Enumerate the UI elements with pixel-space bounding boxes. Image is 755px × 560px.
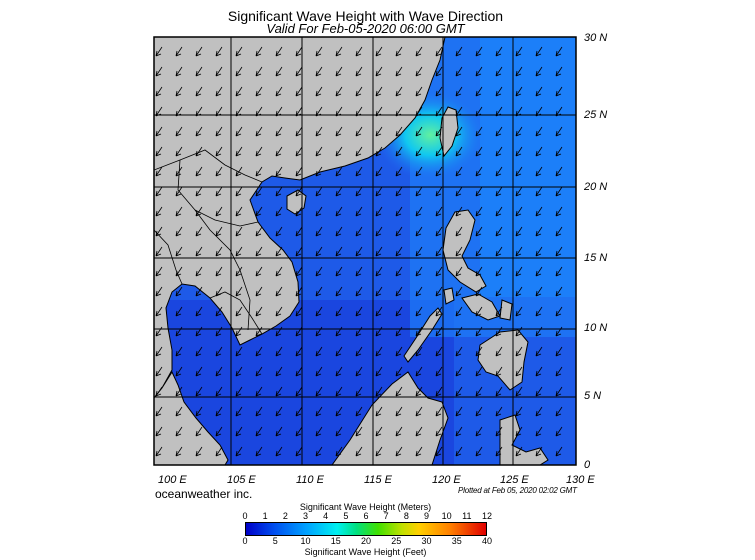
feet-tick-label: 15 [330,536,341,546]
lat-label: 30 N [584,32,608,44]
meters-tick-label: 0 [242,511,248,521]
lat-label: 10 N [584,322,608,334]
meters-tick-label: 4 [323,511,329,521]
valid-time: Valid For Feb-05-2020 06:00 GMT [266,21,465,36]
meters-tick-label: 5 [343,511,349,521]
feet-tick-label: 10 [300,536,311,546]
feet-tick-label: 5 [272,536,278,546]
meters-tick-label: 9 [423,511,430,521]
lon-label: 125 E [500,474,529,486]
map-title: Significant Wave Height with Wave Direct… [227,8,504,24]
lon-label: 115 E [364,474,392,486]
lat-label: 25 N [584,109,608,121]
palawan-island [403,307,443,363]
graticule [154,37,576,465]
feet-tick-label: 20 [360,536,372,546]
lat-label: 5 N [584,390,602,402]
lat-label: 0 [584,459,591,471]
lon-label: 110 E [296,474,324,486]
lon-label: 100 E [158,474,187,486]
lat-label: 15 N [584,252,608,264]
meters-tick-label: 6 [363,511,369,521]
feet-tick-label: 25 [391,536,402,546]
meters-tick-label: 10 [441,511,452,521]
feet-tick-label: 40 [481,536,493,546]
feet-tick-label: 30 [421,536,432,546]
colorbar-title-feet: Significant Wave Height (Feet) [304,547,427,557]
borneo-island [331,371,449,465]
feet-tick-label: 0 [242,536,248,546]
plotted-timestamp: Plotted at Feb 05, 2020 02:02 GMT [458,486,577,495]
colorbar [245,522,487,536]
lon-label: 105 E [227,474,256,486]
credit-text: oceanweather inc. [155,487,253,501]
lon-label: 130 E [566,474,595,486]
meters-tick-label: 2 [282,511,288,521]
meters-tick-label: 1 [262,511,268,521]
map-frame [153,36,577,466]
wave-direction-arrows [155,46,563,457]
meters-tick-label: 11 [462,511,472,521]
colorbar-title-meters: Significant Wave Height (Meters) [299,502,432,512]
mainland-asia [154,37,446,399]
sulawesi-island [499,414,549,465]
meters-tick-label: 3 [302,511,309,521]
lon-label: 120 E [432,474,461,486]
meters-tick-label: 8 [403,511,409,521]
mindanao-island [477,329,529,391]
luzon-island [442,209,487,293]
feet-tick-label: 35 [451,536,462,546]
lat-label: 20 N [584,181,608,193]
malay-peninsula [154,370,229,465]
meters-tick-label: 7 [383,511,389,521]
meters-tick-label: 12 [481,511,493,521]
